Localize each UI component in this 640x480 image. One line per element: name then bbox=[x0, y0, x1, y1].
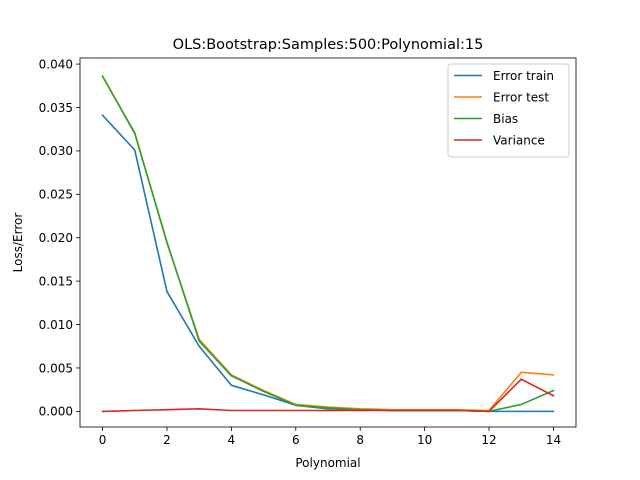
legend-label-0: Error train bbox=[493, 69, 554, 83]
y-tick-label: 0.030 bbox=[39, 144, 73, 158]
x-tick-label: 10 bbox=[417, 433, 432, 447]
x-axis-title: Polynomial bbox=[295, 456, 360, 470]
y-tick-label: 0.020 bbox=[39, 231, 73, 245]
y-tick-label: 0.025 bbox=[39, 188, 73, 202]
x-tick-label: 8 bbox=[356, 433, 364, 447]
y-tick-label: 0.000 bbox=[39, 405, 73, 419]
y-axis-title: Loss/Error bbox=[11, 213, 25, 273]
legend-label-2: Bias bbox=[493, 112, 518, 126]
x-tick-label: 12 bbox=[481, 433, 496, 447]
legend: Error train Error test Bias Variance bbox=[447, 63, 570, 158]
chart-title: OLS:Bootstrap:Samples:500:Polynomial:15 bbox=[173, 37, 484, 53]
x-tick-label: 4 bbox=[228, 433, 236, 447]
series-layer bbox=[101, 75, 555, 413]
legend-label-1: Error test bbox=[493, 90, 549, 104]
x-tick-label: 14 bbox=[546, 433, 561, 447]
y-axis: 0.000 0.005 0.010 0.015 0.020 0.025 0.030 0.035… bbox=[39, 57, 80, 419]
x-tick-label: 0 bbox=[99, 433, 107, 447]
legend-box bbox=[447, 63, 570, 158]
y-tick-label: 0.040 bbox=[39, 57, 73, 71]
series-line-3 bbox=[101, 378, 555, 413]
plot-frame bbox=[79, 57, 577, 428]
x-tick-label: 2 bbox=[163, 433, 171, 447]
y-tick-label: 0.010 bbox=[39, 318, 73, 332]
x-tick-label: 6 bbox=[292, 433, 300, 447]
x-axis: 0 2 4 6 8 10 12 14 bbox=[99, 427, 561, 447]
y-tick-label: 0.035 bbox=[39, 101, 73, 115]
y-tick-label: 0.005 bbox=[39, 361, 73, 375]
legend-label-3: Variance bbox=[493, 133, 545, 147]
y-tick-label: 0.015 bbox=[39, 274, 73, 288]
